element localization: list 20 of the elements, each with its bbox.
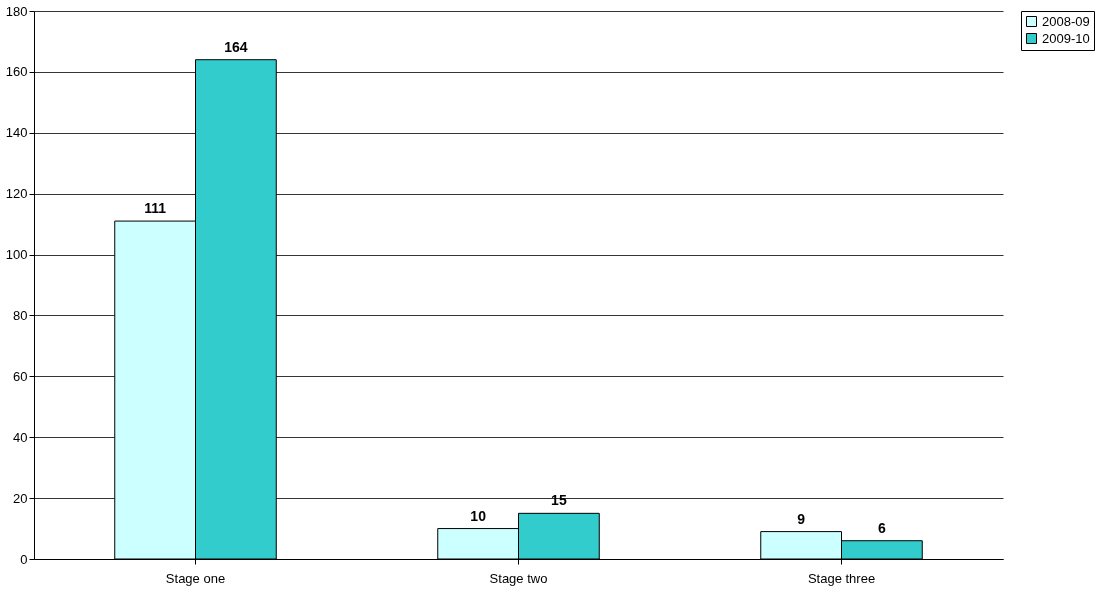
data-label: 9: [797, 510, 806, 527]
y-tick-label: 80: [13, 307, 28, 323]
y-tick-label: 160: [5, 64, 28, 80]
data-label: 6: [877, 519, 886, 536]
legend-label: 2009-10: [1042, 30, 1090, 46]
y-tick-label: 100: [5, 247, 28, 263]
x-tick-label: Stage two: [489, 570, 548, 586]
x-tick-label: Stage one: [165, 570, 226, 586]
y-tick-label: 0: [20, 551, 28, 567]
data-label: 164: [224, 38, 248, 55]
y-tick-label: 60: [13, 368, 28, 384]
x-tick-label: Stage three: [807, 570, 876, 586]
y-tick-label: 180: [5, 3, 28, 19]
data-label: 10: [470, 507, 487, 524]
y-tick-label: 20: [13, 490, 28, 506]
legend-label: 2008-09: [1042, 13, 1090, 29]
y-tick-label: 120: [5, 186, 28, 202]
y-tick-label: 40: [13, 429, 28, 445]
data-label: 111: [144, 200, 167, 217]
y-tick-label: 140: [5, 125, 28, 141]
